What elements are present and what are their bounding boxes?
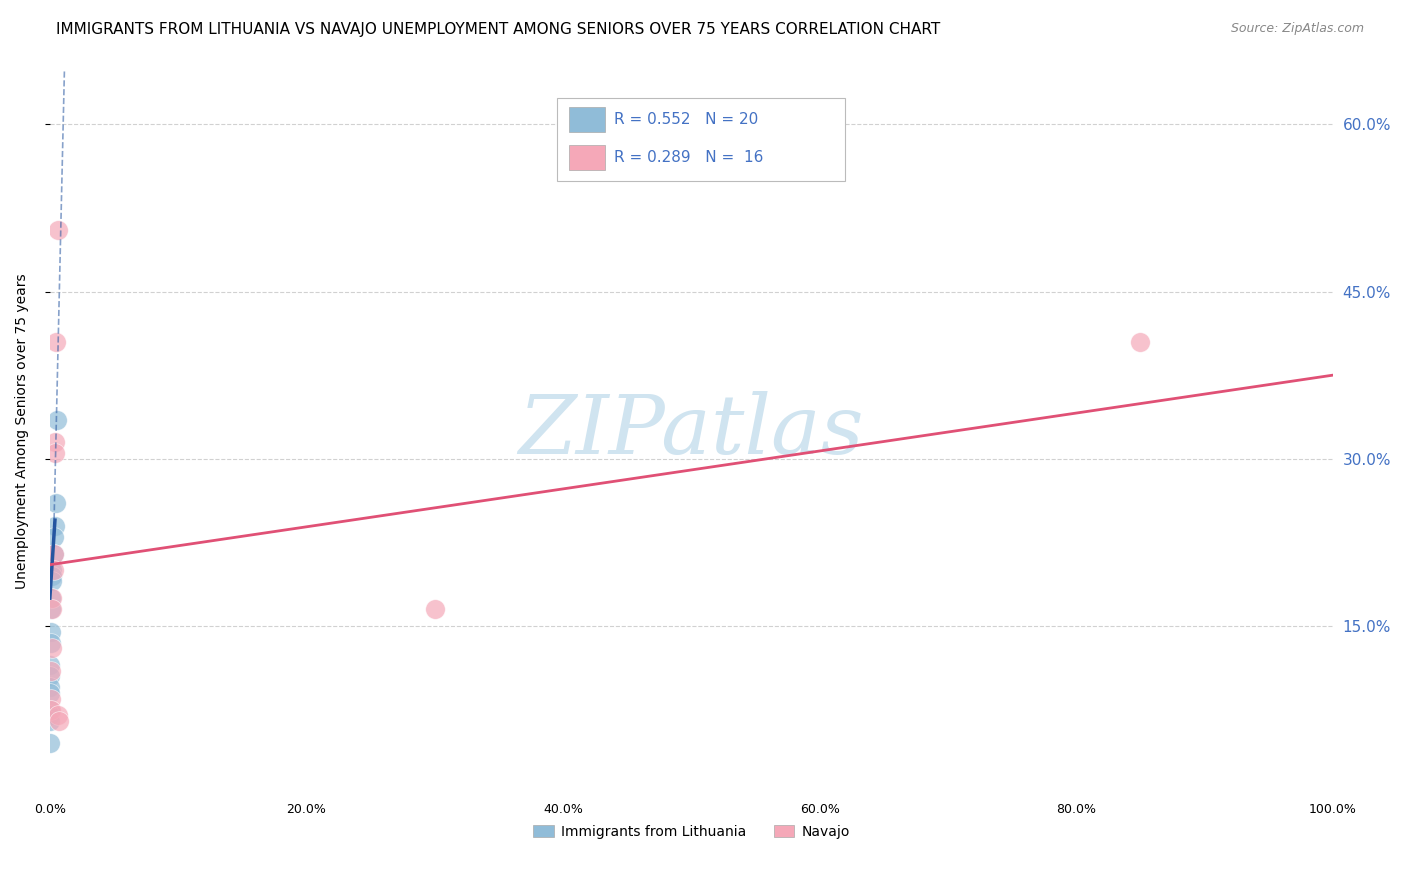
FancyBboxPatch shape (557, 97, 845, 181)
Text: ZIPatlas: ZIPatlas (519, 391, 865, 471)
Point (45, 413, 67, 427)
Point (39, 591, 62, 606)
Point (39, 669, 62, 683)
Point (42, 563, 65, 577)
Point (42, 547, 65, 561)
Text: R = 0.289   N =  16: R = 0.289 N = 16 (614, 150, 763, 165)
Point (39, 703, 62, 717)
Point (41, 641, 63, 656)
Point (41, 574, 63, 589)
Point (41, 563, 63, 577)
Point (42, 530, 65, 544)
Point (39, 686, 62, 700)
Point (44, 446, 66, 460)
Text: Source: ZipAtlas.com: Source: ZipAtlas.com (1230, 22, 1364, 36)
Legend: Immigrants from Lithuania, Navajo: Immigrants from Lithuania, Navajo (527, 819, 855, 845)
Point (44, 435, 66, 450)
Point (39, 624, 62, 639)
Point (39, 664, 62, 678)
Text: R = 0.552   N = 20: R = 0.552 N = 20 (614, 112, 759, 127)
Point (41, 602, 63, 616)
Point (39, 714, 62, 728)
Point (42, 547, 65, 561)
Point (39, 703, 62, 717)
Point (1129, 334, 1152, 349)
FancyBboxPatch shape (569, 107, 606, 132)
Point (39, 736, 62, 750)
Point (39, 636, 62, 650)
Text: IMMIGRANTS FROM LITHUANIA VS NAVAJO UNEMPLOYMENT AMONG SENIORS OVER 75 YEARS COR: IMMIGRANTS FROM LITHUANIA VS NAVAJO UNEM… (56, 22, 941, 37)
Point (44, 518, 66, 533)
Point (45, 334, 67, 349)
Point (39, 691, 62, 706)
FancyBboxPatch shape (569, 145, 606, 170)
Point (39, 681, 62, 695)
Point (45, 496, 67, 510)
Point (423, 602, 446, 616)
Point (41, 569, 63, 583)
Point (46, 708, 69, 723)
Point (39, 658, 62, 673)
Y-axis label: Unemployment Among Seniors over 75 years: Unemployment Among Seniors over 75 years (15, 273, 30, 589)
Point (41, 591, 63, 606)
Point (46, 223, 69, 237)
Point (48, 714, 70, 728)
Point (39, 708, 62, 723)
Point (39, 602, 62, 616)
